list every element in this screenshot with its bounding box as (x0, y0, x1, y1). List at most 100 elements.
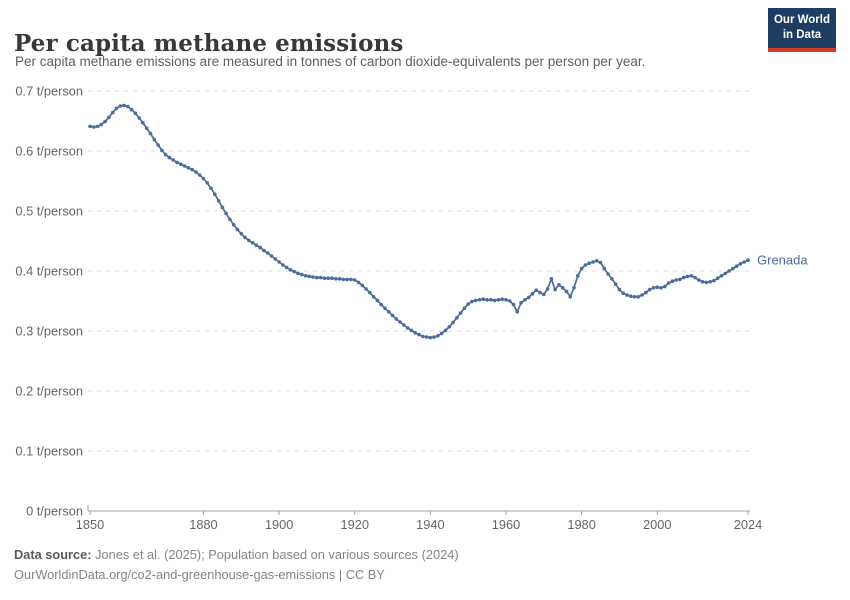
data-point[interactable] (383, 306, 387, 310)
data-point[interactable] (511, 302, 516, 307)
data-point[interactable] (349, 277, 353, 282)
data-point[interactable] (591, 260, 595, 264)
data-point[interactable] (632, 295, 637, 299)
data-point[interactable] (368, 290, 372, 295)
data-point[interactable] (655, 285, 659, 289)
data-point[interactable] (224, 211, 228, 216)
data-point[interactable] (394, 317, 399, 321)
data-point[interactable] (421, 334, 425, 339)
data-point[interactable] (530, 292, 535, 296)
data-point[interactable] (564, 289, 569, 294)
data-point[interactable] (311, 275, 315, 279)
data-point[interactable] (99, 122, 104, 127)
data-point[interactable] (462, 306, 467, 310)
data-point[interactable] (545, 287, 550, 291)
data-point[interactable] (247, 238, 251, 243)
data-point[interactable] (424, 335, 429, 339)
data-point[interactable] (602, 266, 607, 271)
data-point[interactable] (617, 287, 622, 292)
data-point[interactable] (542, 292, 546, 297)
data-point[interactable] (197, 173, 202, 177)
data-point[interactable] (496, 298, 501, 302)
data-point[interactable] (103, 119, 107, 124)
data-point[interactable] (700, 280, 705, 284)
data-point[interactable] (553, 287, 557, 292)
data-point[interactable] (228, 217, 232, 222)
data-point[interactable] (689, 274, 694, 278)
data-point[interactable] (409, 328, 414, 333)
data-point[interactable] (489, 298, 493, 302)
data-point[interactable] (598, 260, 603, 265)
data-point[interactable] (594, 259, 599, 263)
data-point[interactable] (148, 131, 153, 136)
data-point[interactable] (356, 280, 361, 285)
data-point[interactable] (190, 167, 194, 172)
data-point[interactable] (186, 166, 191, 170)
data-point[interactable] (284, 265, 289, 270)
data-point[interactable] (549, 277, 554, 281)
license-line[interactable]: OurWorldinData.org/co2-and-greenhouse-ga… (14, 566, 385, 582)
data-point[interactable] (137, 116, 141, 120)
data-point[interactable] (300, 272, 304, 277)
data-point[interactable] (92, 125, 96, 129)
data-point[interactable] (262, 248, 266, 253)
data-point[interactable] (436, 334, 440, 338)
data-point[interactable] (557, 283, 561, 287)
series-line[interactable] (89, 104, 749, 339)
data-point[interactable] (88, 124, 92, 129)
data-point[interactable] (723, 271, 728, 276)
data-point[interactable] (334, 277, 338, 281)
data-point[interactable] (644, 290, 648, 295)
data-point[interactable] (492, 298, 497, 303)
data-point[interactable] (538, 290, 542, 295)
data-point[interactable] (345, 277, 349, 282)
data-point[interactable] (674, 278, 678, 282)
data-point[interactable] (738, 262, 743, 266)
data-point[interactable] (576, 274, 580, 278)
data-point[interactable] (326, 276, 331, 280)
data-point[interactable] (572, 286, 576, 290)
data-point[interactable] (352, 278, 357, 282)
data-point[interactable] (432, 335, 436, 339)
data-point[interactable] (179, 162, 183, 166)
data-point[interactable] (337, 277, 342, 281)
data-point[interactable] (235, 227, 240, 232)
data-point[interactable] (519, 301, 523, 305)
data-point[interactable] (568, 295, 573, 299)
data-point[interactable] (708, 280, 712, 284)
data-point[interactable] (685, 274, 690, 279)
data-point[interactable] (243, 235, 247, 240)
data-point[interactable] (451, 320, 455, 325)
data-point[interactable] (428, 335, 433, 340)
data-point[interactable] (610, 277, 614, 281)
data-point[interactable] (281, 263, 285, 267)
data-point[interactable] (659, 286, 663, 290)
data-point[interactable] (500, 297, 505, 301)
data-point[interactable] (504, 298, 508, 302)
data-point[interactable] (205, 181, 209, 185)
data-point[interactable] (379, 302, 384, 307)
data-point[interactable] (621, 291, 625, 295)
data-point[interactable] (402, 323, 406, 327)
data-point[interactable] (579, 266, 584, 271)
data-point[interactable] (277, 260, 281, 264)
data-point[interactable] (163, 152, 168, 157)
data-point[interactable] (213, 192, 217, 196)
data-point[interactable] (194, 170, 198, 174)
data-point[interactable] (156, 143, 160, 147)
data-point[interactable] (473, 298, 478, 303)
data-point[interactable] (485, 298, 489, 302)
data-point[interactable] (439, 331, 444, 336)
data-point[interactable] (303, 274, 308, 278)
data-point[interactable] (114, 106, 119, 111)
data-point[interactable] (209, 186, 213, 190)
data-point[interactable] (466, 302, 471, 306)
data-point[interactable] (477, 298, 482, 302)
data-point[interactable] (629, 294, 633, 298)
data-point[interactable] (715, 276, 720, 280)
data-point[interactable] (315, 275, 319, 280)
data-point[interactable] (731, 266, 735, 271)
data-point[interactable] (386, 310, 391, 314)
data-point[interactable] (152, 137, 157, 142)
data-point[interactable] (697, 278, 701, 282)
